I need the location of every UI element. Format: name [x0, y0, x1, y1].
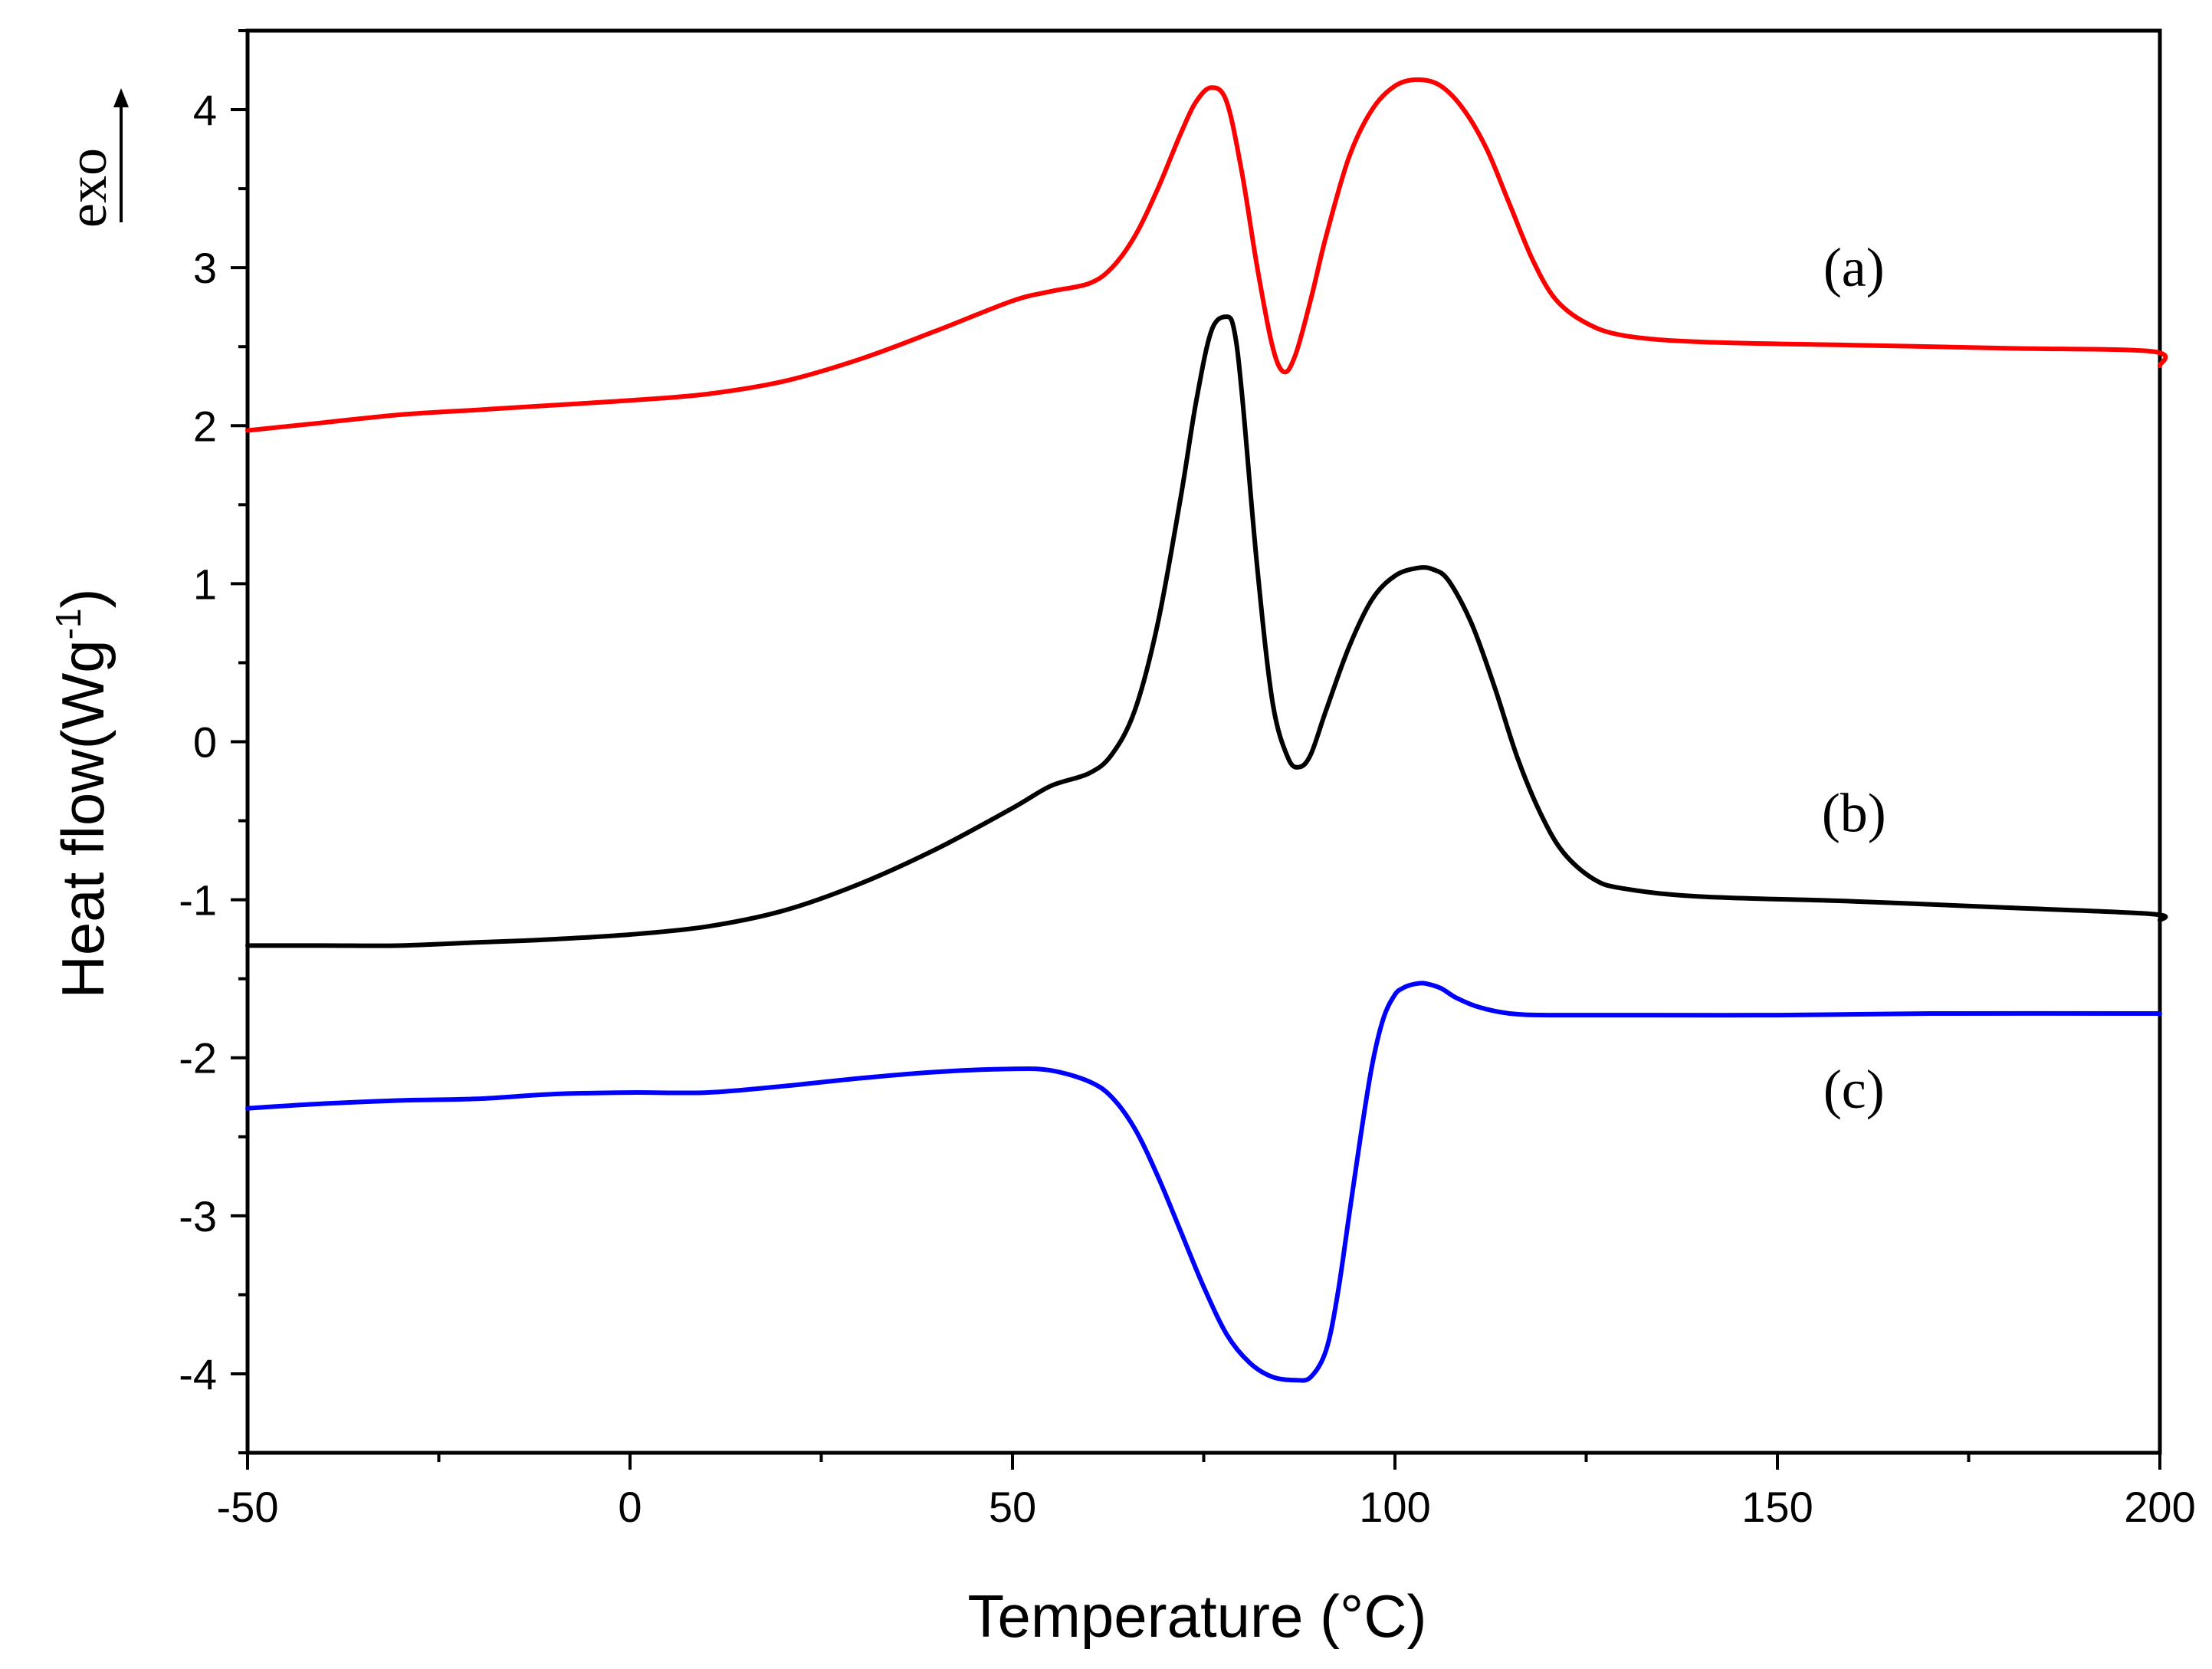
y-tick-label: 4 — [193, 86, 217, 134]
series-label-a: (a) — [1823, 237, 1885, 298]
series-lines — [245, 77, 2168, 1383]
x-tick-label: 150 — [1741, 1483, 1813, 1531]
y-tick-label: 1 — [193, 560, 217, 608]
y-axis-title-close: ) — [49, 588, 117, 608]
y-tick-label: -1 — [179, 876, 217, 925]
series-label-b: (b) — [1822, 782, 1886, 843]
y-axis-ticks: -4 -3 -2 -1 0 1 2 3 4 — [179, 29, 248, 1454]
x-tick-label: 200 — [2124, 1483, 2195, 1531]
x-axis-ticks: -50 0 50 100 150 200 — [217, 1453, 2196, 1531]
y-axis-title: Heat flow(Wg-1) — [48, 588, 117, 998]
x-tick-label: -50 — [217, 1483, 279, 1531]
y-axis-title-superscript: -1 — [48, 608, 88, 639]
exo-arrow-head — [113, 88, 129, 107]
series-line-c — [245, 981, 2162, 1383]
y-axis-title-main: Heat flow(Wg — [49, 639, 117, 998]
series-label-c: (c) — [1823, 1059, 1885, 1120]
y-tick-label: 0 — [193, 718, 217, 767]
exo-label: exo — [57, 148, 118, 228]
exo-indicator: exo — [57, 88, 129, 228]
x-tick-label: 0 — [618, 1483, 642, 1531]
x-tick-label: 50 — [989, 1483, 1036, 1531]
x-axis-title: Temperature (°C) — [967, 1582, 1426, 1650]
series-labels: (a) (b) (c) — [1822, 237, 1886, 1120]
series-line-b — [245, 314, 2168, 948]
y-tick-label: -2 — [179, 1034, 217, 1083]
series-line-a — [245, 77, 2168, 433]
y-tick-label: -3 — [179, 1192, 217, 1240]
y-tick-label: 2 — [193, 402, 217, 450]
x-tick-label: 100 — [1359, 1483, 1430, 1531]
y-tick-label: -4 — [179, 1350, 217, 1398]
y-tick-label: 3 — [193, 244, 217, 292]
